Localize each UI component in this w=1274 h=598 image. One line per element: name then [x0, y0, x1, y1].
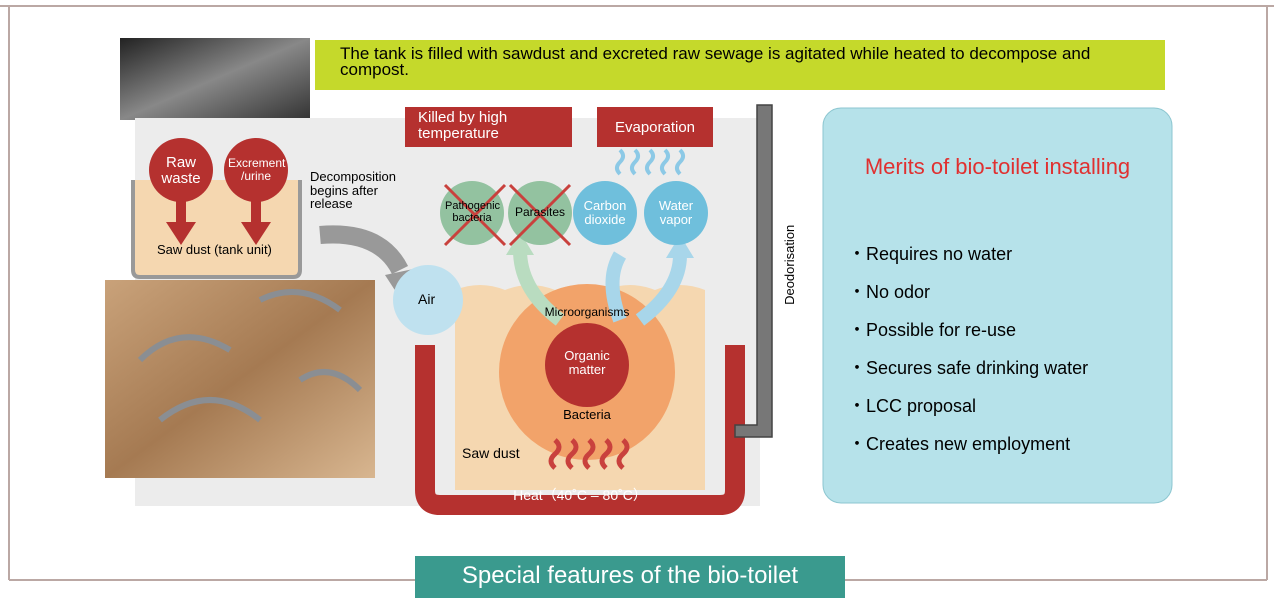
merit-item: ・Possible for re-use: [848, 316, 1088, 354]
merit-item: ・Requires no water: [848, 240, 1088, 278]
footer-title: Special features of the bio-toilet: [415, 563, 845, 588]
killed-label: Killed by high temperature: [418, 110, 568, 142]
tank-label: Saw dust (tank unit): [157, 243, 272, 257]
carbon-label: Carbon dioxide: [578, 199, 632, 226]
decomposition-label: Decomposition begins after release: [310, 170, 420, 211]
merit-item: ・Creates new employment: [848, 430, 1088, 468]
saw-dust-label: Saw dust: [462, 446, 520, 461]
banner-text: The tank is filled with sawdust and excr…: [340, 46, 1160, 78]
water-label: Water vapor: [650, 199, 702, 226]
parasites-label: Parasites: [510, 206, 570, 219]
raw-waste-label: Raw waste: [155, 155, 207, 187]
page: The tank is filled with sawdust and excr…: [0, 0, 1274, 598]
merits-title: Merits of bio-toilet installing: [860, 155, 1135, 178]
excrement-label: Excrement /urine: [228, 157, 284, 182]
merits-list: ・Requires no water・No odor・Possible for …: [848, 240, 1088, 468]
merit-item: ・No odor: [848, 278, 1088, 316]
merit-item: ・Secures safe drinking water: [848, 354, 1088, 392]
microorganisms-label: Microorganisms: [527, 306, 647, 319]
organic-label: Organic matter: [557, 349, 617, 376]
deodorisation-label: Deodorisation: [783, 215, 797, 315]
pathogenic-label: Pathogenic bacteria: [445, 201, 499, 224]
air-label: Air: [418, 292, 435, 307]
bacteria-label: Bacteria: [547, 408, 627, 422]
evaporation-label: Evaporation: [597, 120, 713, 136]
merit-item: ・LCC proposal: [848, 392, 1088, 430]
heat-label: Heat（40˚C – 80˚C）: [480, 488, 680, 503]
